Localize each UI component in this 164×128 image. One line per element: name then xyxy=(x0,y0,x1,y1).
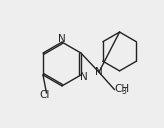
Text: 3: 3 xyxy=(122,87,127,96)
Text: N: N xyxy=(58,34,66,44)
Text: N: N xyxy=(80,72,88,82)
Text: Cl: Cl xyxy=(39,90,49,100)
Text: CH: CH xyxy=(115,84,130,94)
Text: N: N xyxy=(95,67,103,77)
